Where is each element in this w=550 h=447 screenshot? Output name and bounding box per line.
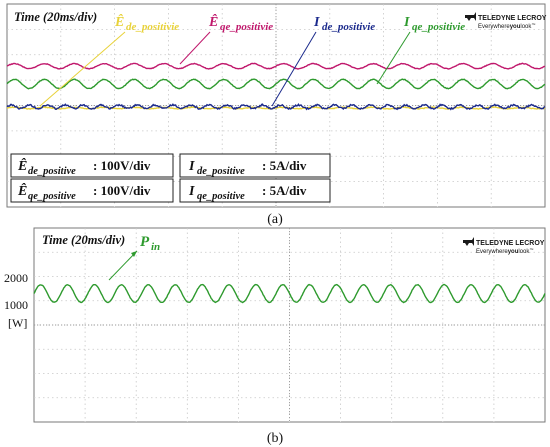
scale-i-qe-symbol: I	[188, 184, 195, 199]
scale-e-de-value: : 100V/div	[93, 158, 151, 173]
yunit-label: [W]	[8, 316, 27, 330]
panel-b-time-label: Time (20ms/div)	[42, 233, 125, 247]
legend-e-de-symbol: Ê	[114, 13, 124, 30]
panel-a: Time (20ms/div) Ê de_positivie Ê qe_posi…	[6, 3, 547, 208]
legend-e-qe-sub: qe_positivie	[220, 21, 273, 33]
legend-p-in-symbol: P	[140, 234, 150, 250]
legend-p-in-sub: in	[151, 241, 160, 253]
logo-tagline: Everywhereyoulook™	[478, 22, 535, 30]
scale-e-qe-sub: qe_positive	[28, 191, 76, 202]
teledyne-logo-b: TELEDYNE LECROY Everywhereyoulook™	[463, 237, 545, 255]
panel-a-grid	[7, 4, 545, 207]
scale-e-de-symbol: Ê	[17, 157, 27, 174]
caption-b: (b)	[267, 431, 284, 446]
legend-i-de: I de_positivie	[271, 15, 375, 107]
scale-i-qe-value: : 5A/div	[262, 183, 307, 198]
ytick-1000: 1000	[4, 298, 28, 312]
legend-e-de-sub: de_positivie	[126, 21, 179, 33]
legend-i-qe-sub: qe_positivie	[412, 21, 465, 33]
logo-wing-icon	[465, 12, 476, 21]
scale-e-qe-symbol: Ê	[17, 182, 27, 199]
legend-e-qe-arrow	[179, 31, 211, 65]
legend-i-qe-arrow	[376, 31, 411, 85]
trace-p-in	[33, 283, 546, 304]
logo-brand: TELEDYNE LECROY	[476, 240, 545, 247]
teledyne-logo-a: TELEDYNE LECROY Everywhereyoulook™	[465, 12, 547, 30]
legend-i-de-symbol: I	[313, 15, 320, 30]
trace-magenta	[6, 62, 545, 70]
legend-i-qe-symbol: I	[403, 15, 410, 30]
panel-b: Time (20ms/div) P in TELEDYNE LECROY Eve…	[33, 227, 546, 423]
scale-i-de-value: : 5A/div	[262, 158, 307, 173]
legend-i-qe: I qe_positivie	[376, 15, 465, 85]
panel-a-time-label: Time (20ms/div)	[14, 10, 97, 24]
legend-p-in-arrow	[108, 250, 138, 281]
caption-a: (a)	[267, 212, 283, 227]
panel-b-traces	[33, 283, 546, 304]
scale-box-e-de: Ê de_positive : 100V/div	[10, 153, 174, 178]
legend-i-de-sub: de_positivie	[322, 21, 375, 33]
panel-a-traces	[6, 62, 546, 111]
logo-wing-icon	[463, 237, 474, 246]
legend-e-qe-symbol: Ê	[208, 13, 218, 30]
ytick-2000: 2000	[4, 271, 28, 285]
scale-i-de-sub: de_positive	[197, 166, 245, 177]
scale-e-qe-value: : 100V/div	[93, 183, 151, 198]
legend-e-de-arrow	[39, 31, 126, 107]
trace-blue	[6, 102, 546, 111]
trace-green	[6, 78, 546, 90]
scale-box-e-qe: Ê qe_positive : 100V/div	[10, 178, 174, 203]
legend-i-de-arrow	[271, 31, 317, 107]
logo-brand: TELEDYNE LECROY	[478, 15, 547, 22]
legend-p-in: P in	[108, 234, 160, 281]
legend-e-qe: Ê qe_positivie	[179, 13, 273, 65]
panel-b-grid	[34, 228, 545, 422]
scale-box-i-qe: I qe_positive : 5A/div	[179, 178, 331, 203]
scale-e-de-sub: de_positive	[28, 166, 76, 177]
scale-box-i-de: I de_positive : 5A/div	[179, 153, 331, 178]
legend-e-de: Ê de_positivie	[39, 13, 179, 107]
legend-p-in-arrowhead	[131, 251, 137, 257]
scale-i-de-symbol: I	[188, 159, 195, 174]
scale-i-qe-sub: qe_positive	[197, 191, 245, 202]
logo-tagline: Everywhereyoulook™	[476, 247, 533, 255]
